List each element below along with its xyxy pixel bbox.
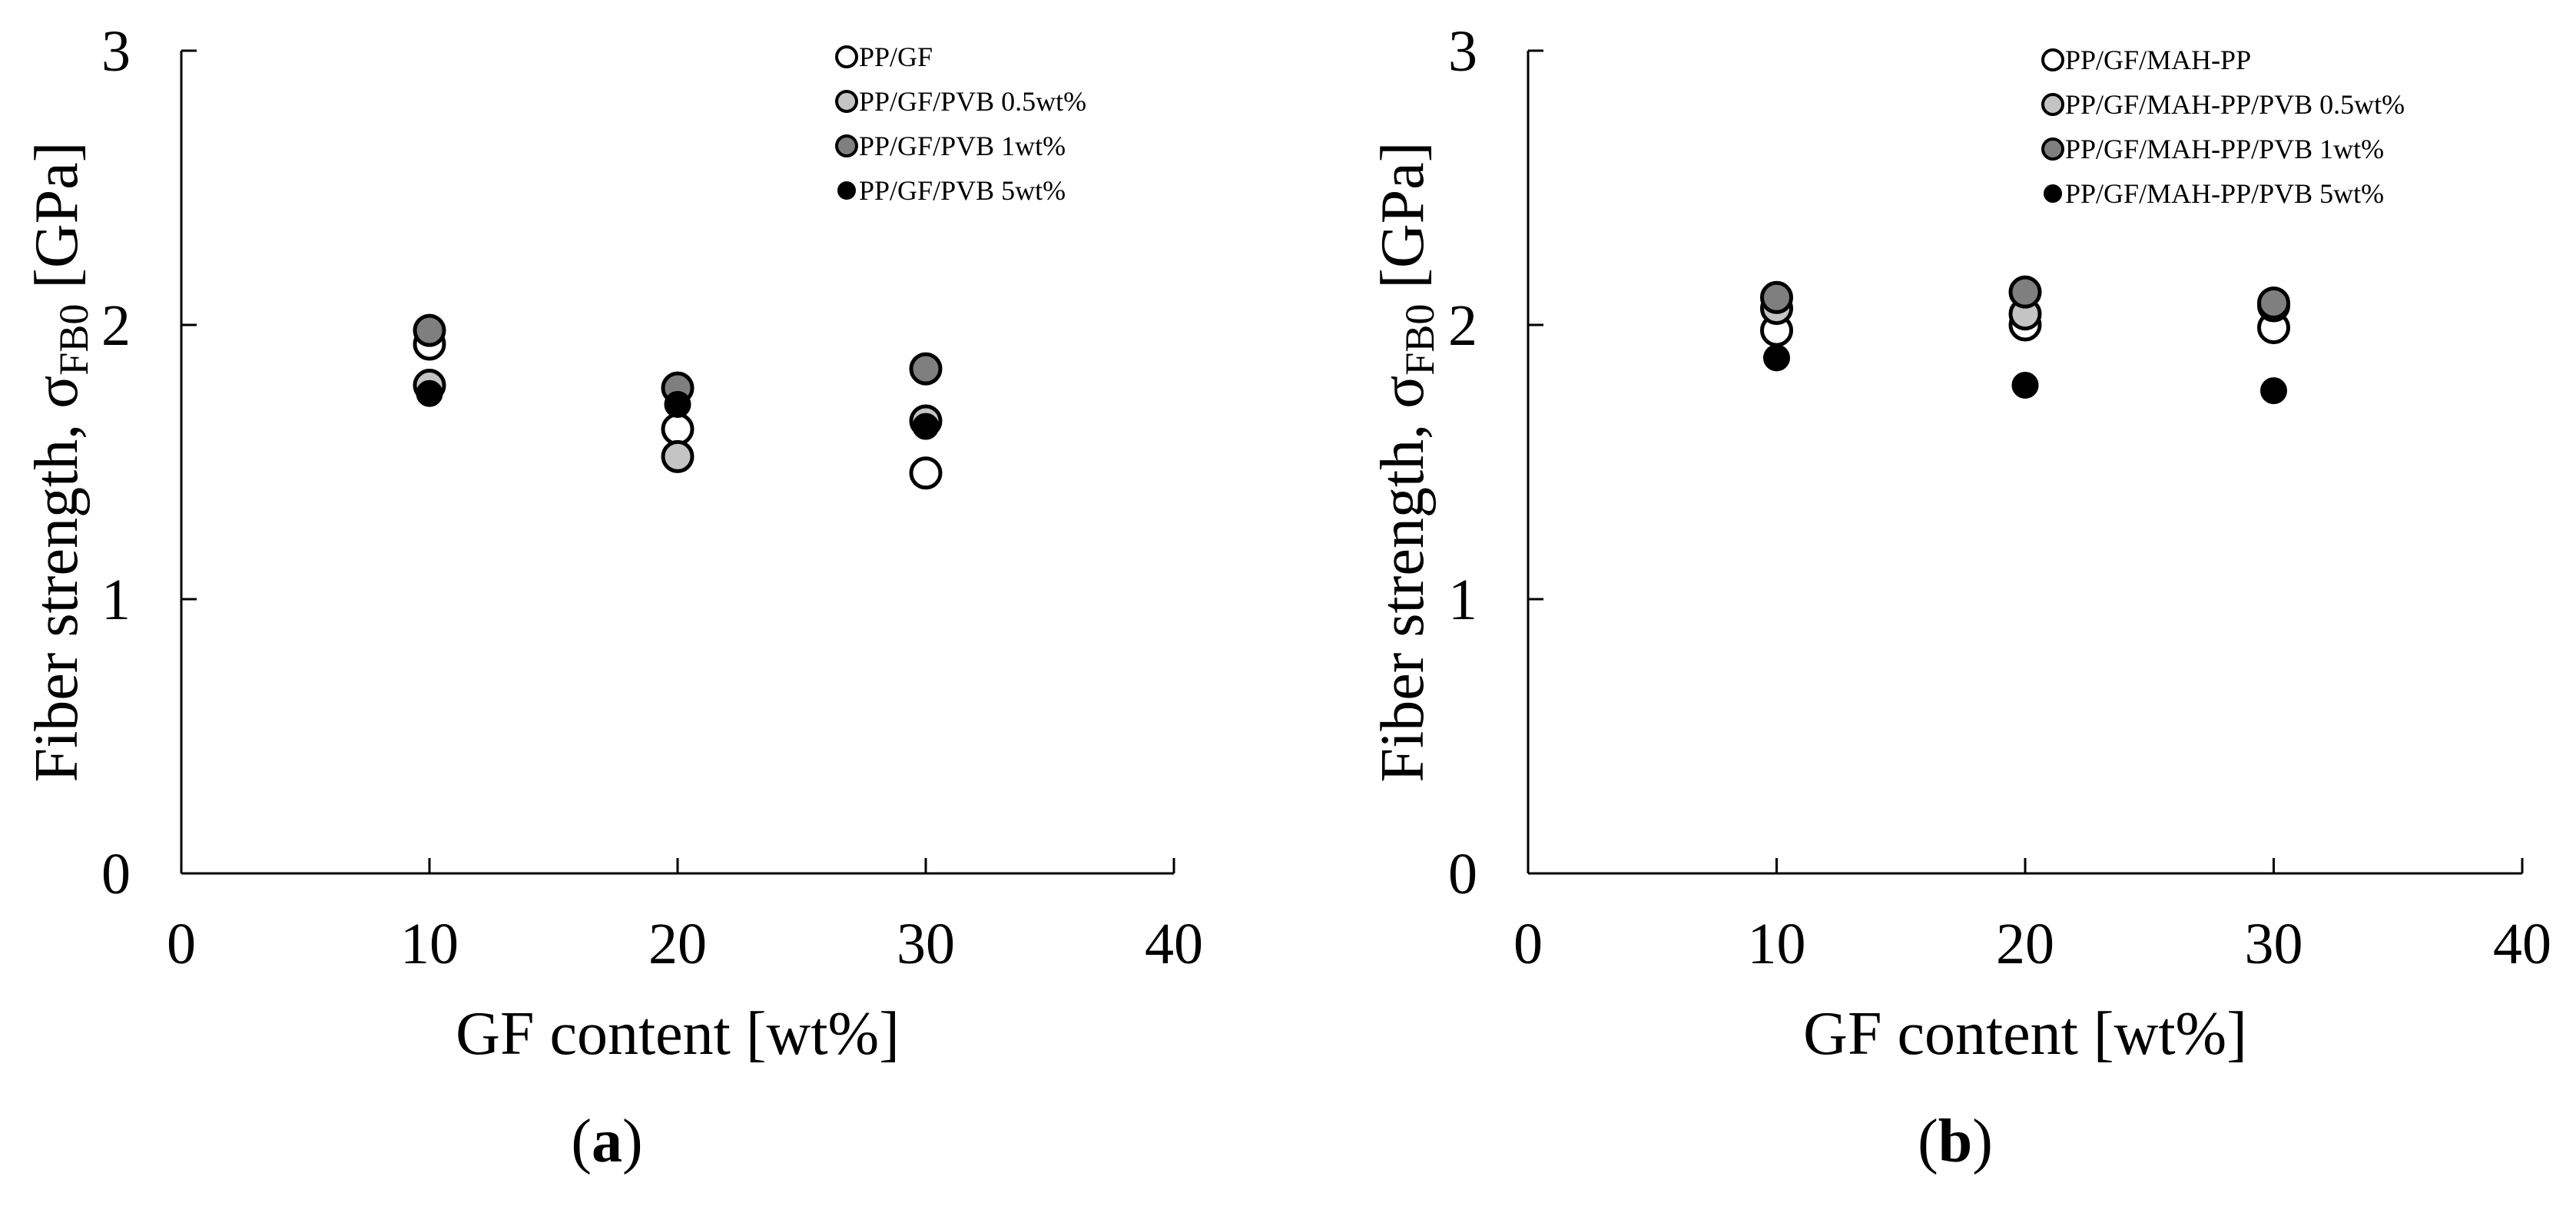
x-tick-label: 0: [1513, 912, 1543, 976]
legend-label: PP/GF/MAH-PP/PVB 1wt%: [2065, 134, 2384, 164]
legend-marker: [835, 90, 858, 113]
data-point: [2260, 377, 2287, 405]
legend-marker: [837, 181, 856, 200]
panel-label-open: (: [1918, 1108, 1938, 1175]
legend-marker: [835, 45, 858, 68]
y-tick-label: 1: [1448, 568, 1477, 632]
y-axis-title-subscript: FB0: [1397, 304, 1443, 376]
y-tick-label: 2: [101, 293, 131, 358]
legend-label: PP/GF/PVB 0.5wt%: [859, 86, 1086, 117]
y-tick-label: 0: [101, 842, 131, 906]
y-axis-title-unit: [GPa]: [23, 142, 91, 304]
x-tick-label: 30: [897, 912, 955, 976]
data-point: [661, 412, 695, 446]
y-axis-title: Fiber strength, σFB0 [GPa]: [23, 142, 97, 783]
x-axis-title: GF content [wt%]: [456, 1000, 900, 1068]
legend-label: PP/GF/PVB 1wt%: [859, 131, 1066, 161]
y-axis-title-main: Fiber strength, σ: [23, 376, 91, 783]
y-tick-label: 1: [101, 568, 131, 632]
y-tick-label: 3: [101, 19, 131, 84]
y-tick-label: 2: [1448, 293, 1477, 358]
data-point: [661, 439, 695, 473]
panel-label-close: ): [622, 1108, 643, 1175]
panel-label-letter: b: [1938, 1108, 1973, 1175]
data-point: [1760, 280, 1793, 314]
legend-marker: [2044, 184, 2062, 203]
legend-label: PP/GF/MAH-PP/PVB 0.5wt%: [2065, 89, 2405, 120]
legend-label: PP/GF/MAH-PP: [2065, 45, 2251, 75]
x-tick-label: 0: [167, 912, 196, 976]
data-point: [912, 412, 940, 440]
data-point: [909, 352, 943, 386]
legend-marker: [2041, 93, 2064, 116]
data-point: [2008, 275, 2042, 309]
panel-label-close: ): [1972, 1108, 1993, 1175]
data-point: [664, 391, 691, 419]
data-point: [2257, 286, 2290, 320]
x-tick-label: 40: [2493, 912, 2551, 976]
panel-label: (b): [1918, 1108, 1993, 1175]
x-tick-label: 20: [1996, 912, 2054, 976]
data-point: [413, 313, 446, 347]
y-axis-title: Fiber strength, σFB0 [GPa]: [1369, 142, 1443, 783]
data-point: [909, 456, 943, 490]
data-point: [2011, 372, 2039, 399]
legend-label: PP/GF/PVB 5wt%: [859, 175, 1066, 206]
x-tick-label: 20: [648, 912, 707, 976]
x-tick-label: 30: [2245, 912, 2303, 976]
x-axis-title: GF content [wt%]: [1803, 1000, 2247, 1068]
panel-label: (a): [571, 1108, 642, 1175]
y-axis-title-unit: [GPa]: [1369, 142, 1437, 304]
x-tick-label: 10: [400, 912, 459, 976]
data-point: [416, 379, 443, 407]
panel-label-letter: a: [592, 1108, 622, 1175]
x-tick-label: 10: [1748, 912, 1806, 976]
y-axis-title-main: Fiber strength, σ: [1369, 376, 1437, 783]
data-point: [1763, 344, 1790, 372]
legend-label: PP/GF/MAH-PP/PVB 5wt%: [2065, 178, 2384, 209]
legend-marker: [835, 134, 858, 157]
legend-marker: [2041, 137, 2064, 161]
y-tick-label: 0: [1448, 842, 1477, 906]
y-axis-title-subscript: FB0: [51, 304, 97, 376]
legend-label: PP/GF: [859, 41, 933, 72]
panel-label-open: (: [571, 1108, 592, 1175]
legend-marker: [2041, 48, 2064, 71]
y-tick-label: 3: [1448, 19, 1477, 84]
x-tick-label: 40: [1145, 912, 1203, 976]
